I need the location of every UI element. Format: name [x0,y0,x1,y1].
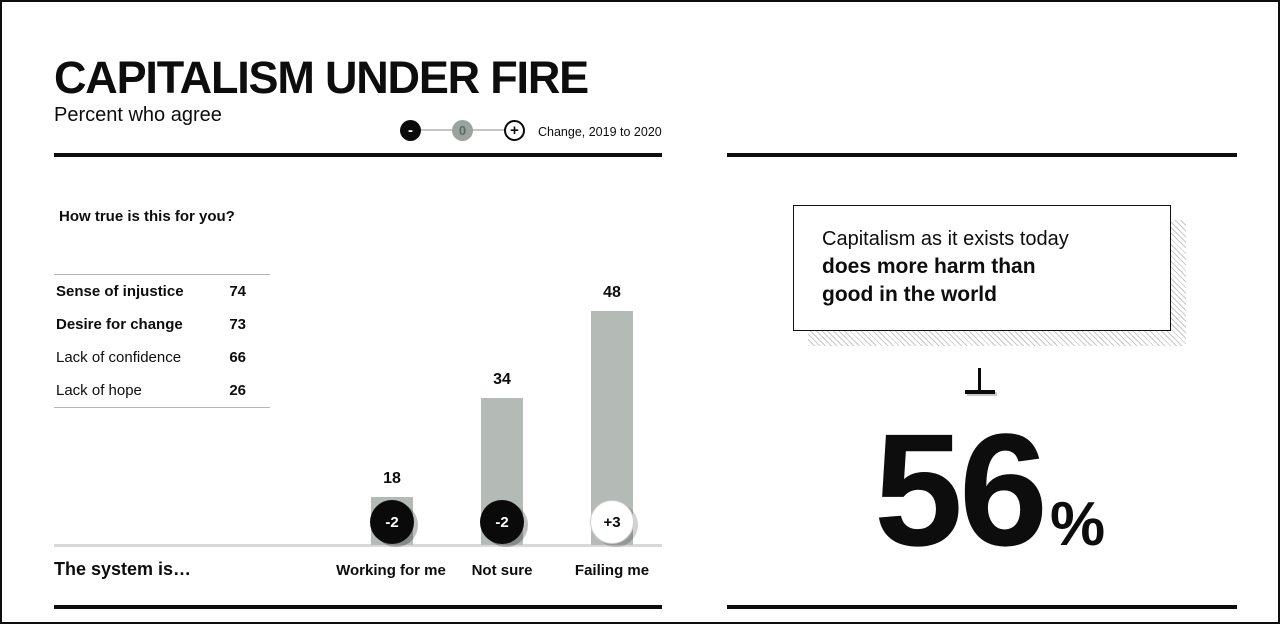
metric-value: 26 [229,382,246,399]
divider-top-left [54,153,662,157]
change-badge-label: +3 [603,513,621,531]
legend-plus-label: + [510,122,519,139]
category-label: Failing me [574,562,650,579]
change-legend: - 0 + Change, 2019 to 2020 [400,120,670,141]
metric-value: 74 [229,283,246,300]
bar-value-label: 34 [493,371,511,388]
perpendicular-marker-icon [965,368,995,396]
headline-stat: 56 % [874,410,1105,570]
perpendicular-stem [978,368,981,392]
bar-value-label: 48 [603,284,621,301]
legend-plus-icon[interactable]: + [504,120,525,141]
stat-unit: % [1049,490,1106,559]
metric-label: Sense of injustice [56,283,184,300]
bar-value-label: 18 [383,470,401,487]
statement-line-regular: Capitalism as it exists today [822,228,1069,250]
agreement-table: Sense of injustice 74 Desire for change … [54,274,270,408]
legend-minus-icon[interactable]: - [400,120,421,141]
metric-label: Lack of hope [56,382,142,399]
category-label: Not sure [471,562,533,579]
divider-bottom-right [727,605,1237,609]
legend-caption: Change, 2019 to 2020 [538,125,662,139]
legend-zero-icon: 0 [452,120,473,141]
change-badge-negative: -2 [480,500,524,544]
change-badge-label: -2 [495,513,509,531]
metric-label: Desire for change [56,316,183,333]
table-row: Desire for change 73 [54,308,270,341]
metric-value: 73 [229,316,246,333]
table-row: Sense of injustice 74 [54,275,270,308]
x-axis-line [54,544,662,547]
legend-minus-label: - [408,122,413,139]
change-badge-positive: +3 [590,500,634,544]
stat-value: 56 [874,400,1048,579]
statement-box: Capitalism as it exists today does more … [793,205,1171,331]
divider-top-right [727,153,1237,157]
category-label: Working for me [336,562,446,579]
statement-line-bold: does more harm than [822,255,1036,278]
change-badge-label: -2 [385,513,399,531]
question-heading: How true is this for you? [59,208,235,225]
table-row: Lack of confidence 66 [54,341,270,374]
metric-label: Lack of confidence [56,349,182,366]
change-badge-negative: -2 [370,500,414,544]
table-row: Lack of hope 26 [54,374,270,407]
divider-bottom-left [54,605,662,609]
page-subtitle: Percent who agree [54,104,222,126]
metric-value: 66 [229,349,246,366]
axis-prefix-label: The system is… [54,559,192,579]
page-title: CAPITALISM UNDER FIRE [54,52,589,103]
perpendicular-base [965,390,995,394]
legend-zero-label: 0 [458,123,467,138]
statement-line-bold: good in the world [822,283,997,306]
